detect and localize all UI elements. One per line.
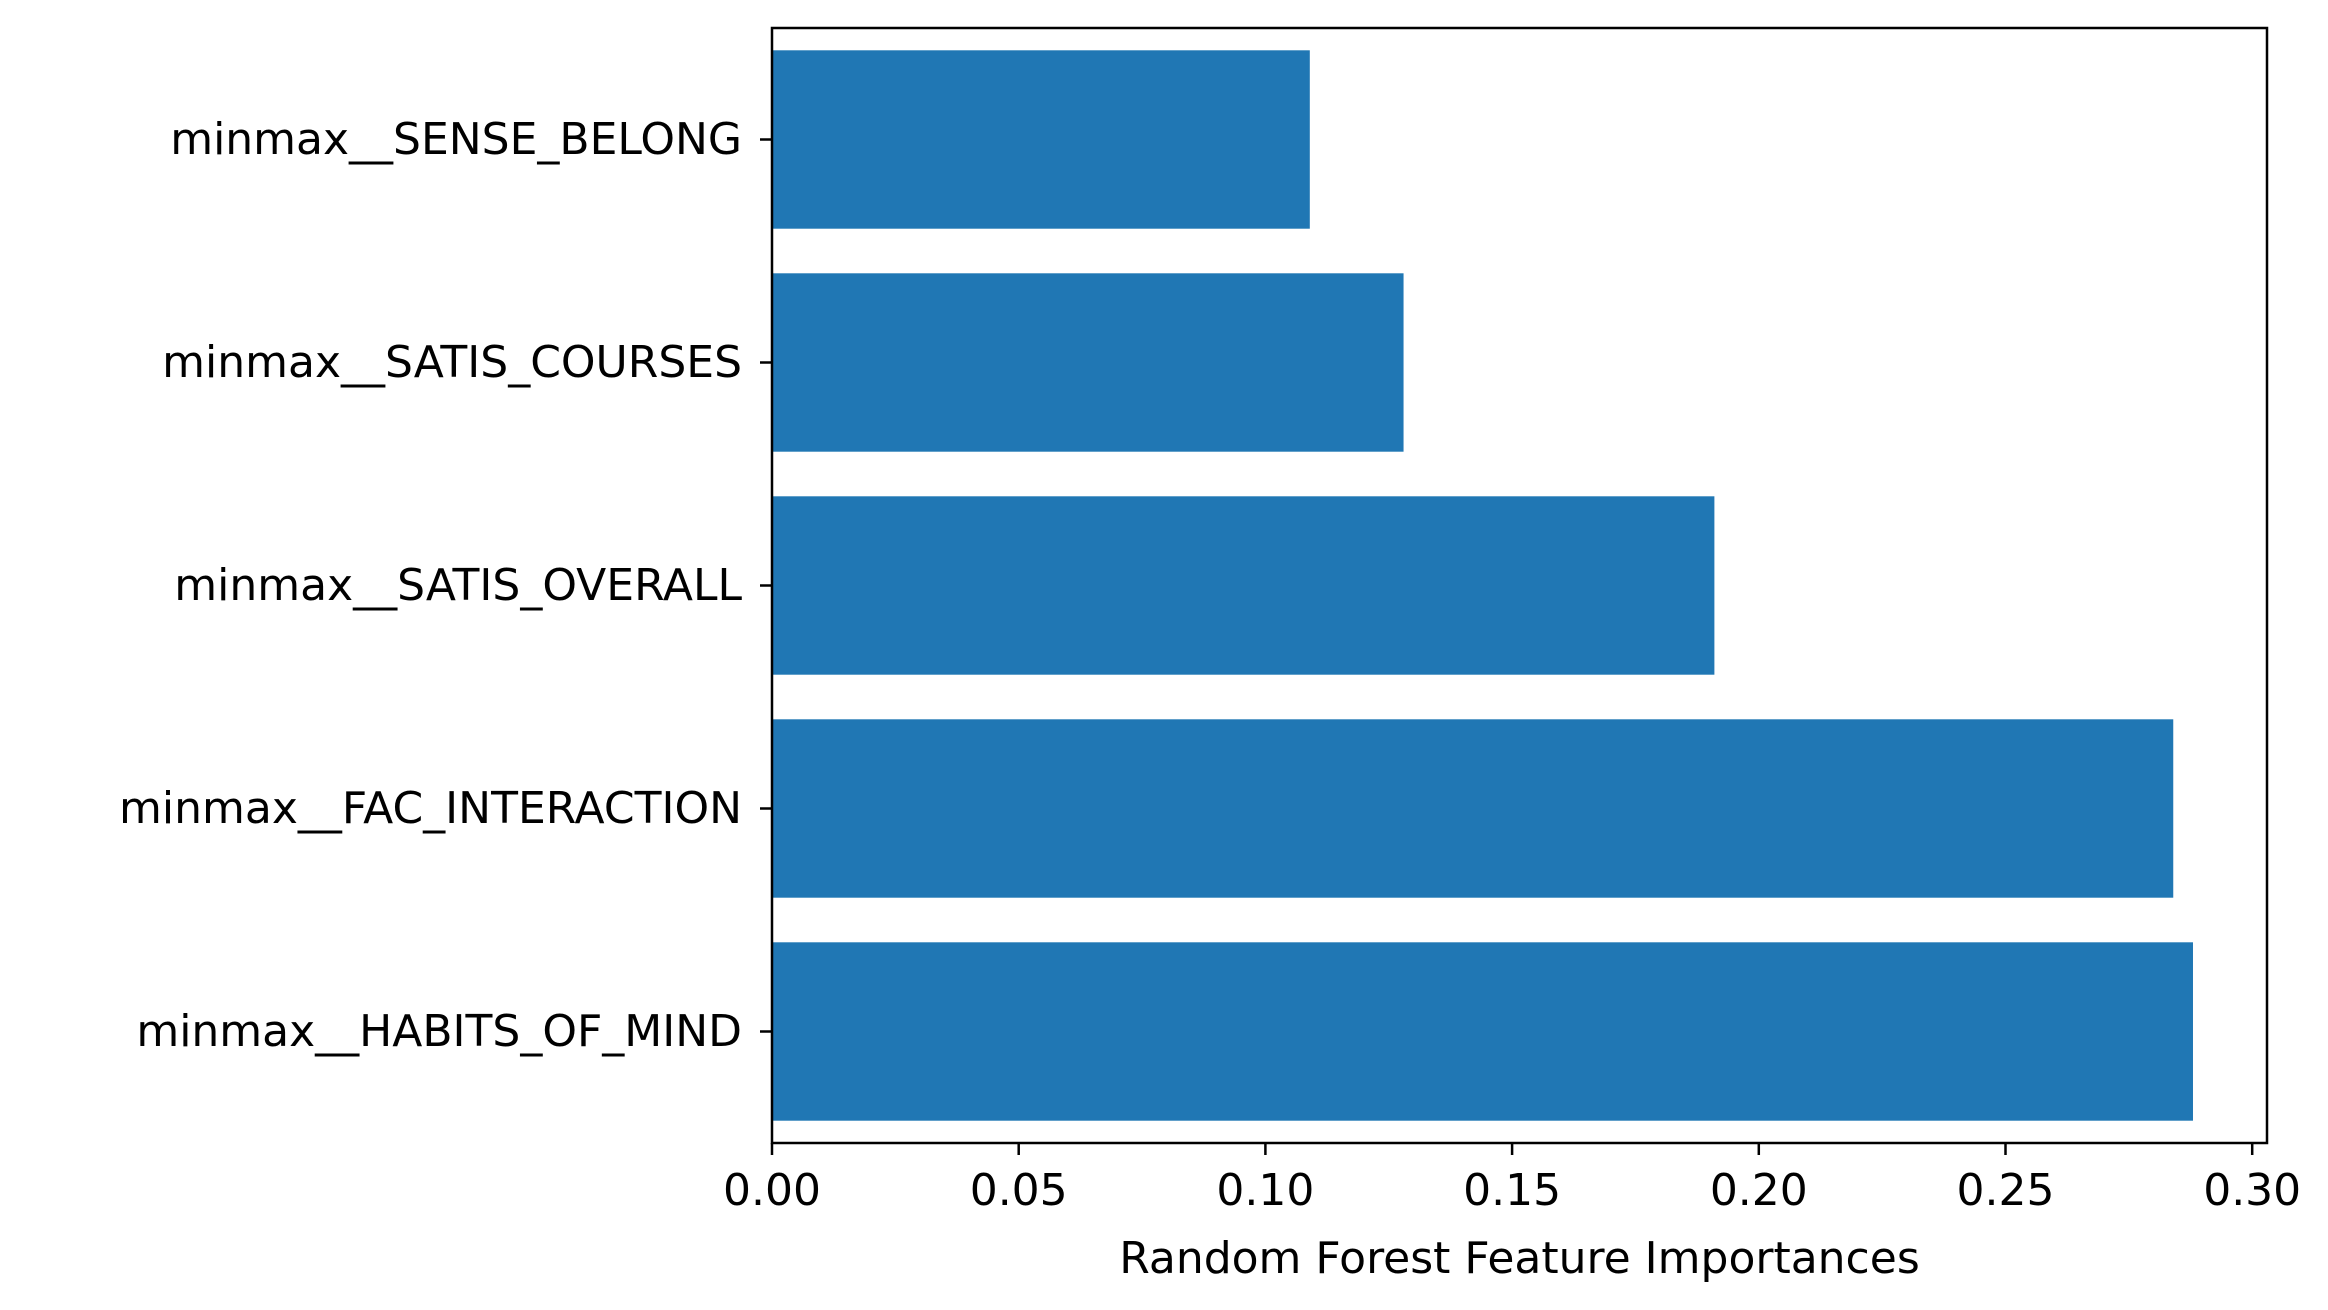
plot-frame xyxy=(770,26,2269,1145)
x-tick-label: 0.05 xyxy=(970,1165,1068,1216)
x-tick-label: 0.25 xyxy=(1957,1165,2055,1216)
x-tick-label: 0.00 xyxy=(723,1165,821,1216)
bar-2 xyxy=(772,496,1715,675)
x-tick-label: 0.10 xyxy=(1216,1165,1314,1216)
y-tick-label: minmax__SENSE_BELONG xyxy=(170,114,742,165)
y-tick-label: minmax__HABITS_OF_MIND xyxy=(136,1006,742,1057)
bar-3 xyxy=(772,273,1404,452)
y-tick-label: minmax__FAC_INTERACTION xyxy=(119,783,742,834)
x-axis-label: Random Forest Feature Importances xyxy=(1119,1233,1920,1284)
bar-4 xyxy=(772,50,1310,229)
y-tick-label: minmax__SATIS_OVERALL xyxy=(174,560,742,611)
x-tick-label: 0.15 xyxy=(1463,1165,1561,1216)
bar-0 xyxy=(772,942,2193,1121)
x-tick-label: 0.20 xyxy=(1710,1165,1808,1216)
x-tick-label: 0.30 xyxy=(2203,1165,2301,1216)
y-tick-label: minmax__SATIS_COURSES xyxy=(162,337,742,388)
bar-1 xyxy=(772,719,2174,898)
y-axis-ticks: minmax__HABITS_OF_MIND minmax__FAC_INTERA… xyxy=(119,114,772,1057)
bars xyxy=(772,50,2193,1121)
x-axis-ticks: 0.00 0.05 0.10 0.15 0.20 0.25 0.30 xyxy=(723,1143,2301,1216)
